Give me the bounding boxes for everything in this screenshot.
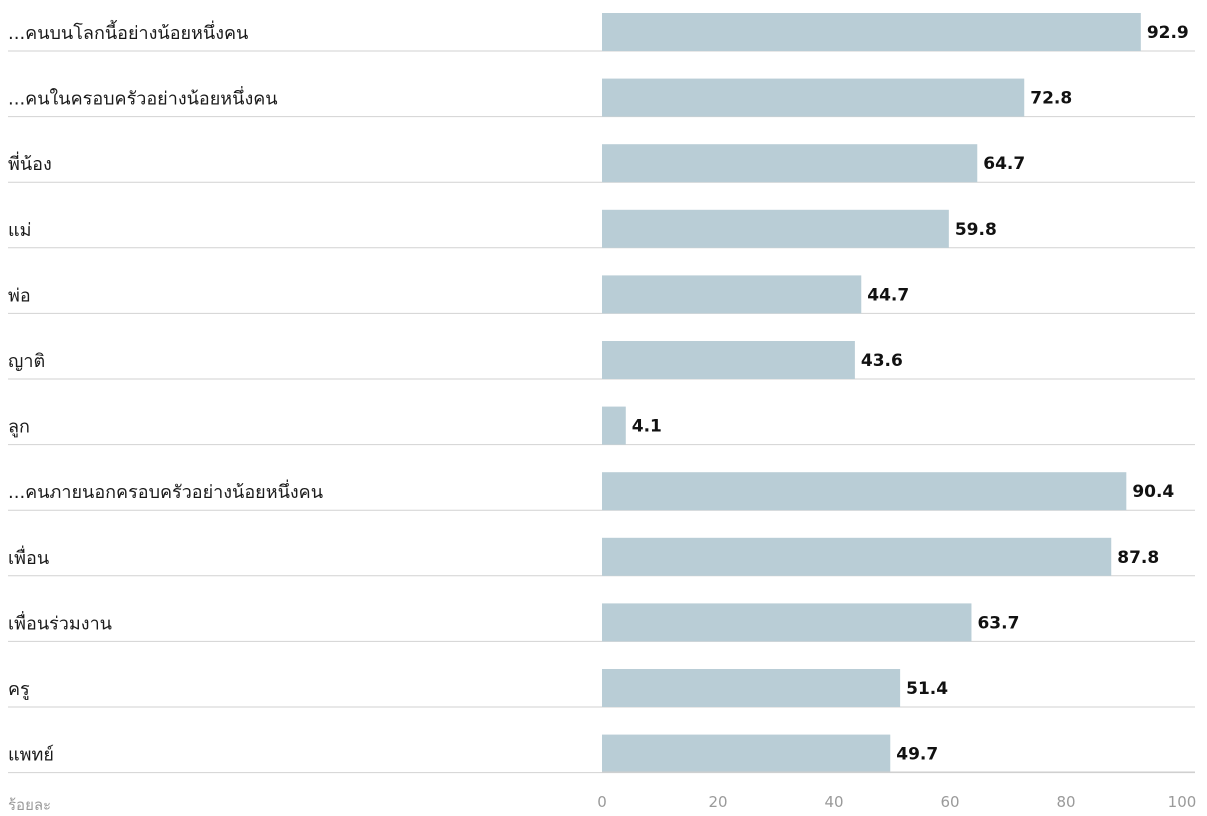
- bar-row: ญาติ 43.6: [8, 341, 1195, 380]
- x-tick-label: 0: [597, 793, 607, 811]
- category-label: เพื่อน: [8, 545, 49, 569]
- x-tick-label: 60: [940, 793, 959, 811]
- bar: [602, 669, 901, 707]
- bar: [602, 209, 949, 248]
- value-label: 72.8: [1030, 89, 1072, 109]
- chart-rows: ...คนบนโลกนี้อย่างน้อยหนึ่งคน 92.9 ...คนใน…: [8, 13, 1195, 774]
- x-axis-unit-label: ร้อยละ: [8, 796, 51, 814]
- bar: [602, 341, 855, 379]
- bar-row: พ่อ 44.7: [8, 275, 1195, 314]
- category-label: แม่: [8, 220, 31, 241]
- bar-row: ครู 51.4: [8, 669, 1195, 708]
- bar-row: เพื่อนร่วมงาน 63.7: [8, 603, 1195, 642]
- bar-row: แม่ 59.8: [8, 209, 1195, 249]
- bar: [602, 406, 626, 445]
- value-label: 64.7: [983, 154, 1025, 174]
- category-label: ...คนในครอบครัวอย่างน้อยหนึ่งคน: [8, 86, 278, 110]
- value-label: 63.7: [977, 613, 1019, 633]
- category-label: ครู: [8, 679, 30, 700]
- value-label: 92.9: [1147, 23, 1189, 43]
- value-label: 90.4: [1132, 482, 1174, 502]
- bar-row: เพื่อน 87.8: [8, 537, 1195, 577]
- category-label: เพื่อนร่วมงาน: [8, 610, 112, 634]
- bar: [602, 472, 1127, 511]
- bar: [602, 13, 1141, 51]
- value-label: 43.6: [861, 351, 903, 371]
- x-axis-ticks: 0 20 40 60 80 100: [597, 793, 1196, 811]
- bar: [602, 275, 862, 314]
- bar-row: ...คนในครอบครัวอย่างน้อยหนึ่งคน 72.8: [8, 78, 1195, 118]
- bar-row: ลูก 4.1: [8, 406, 1195, 446]
- bar: [602, 734, 891, 773]
- x-tick-label: 100: [1168, 793, 1197, 811]
- bar: [602, 537, 1112, 576]
- value-label: 4.1: [632, 417, 662, 437]
- bar-row: พี่น้อง 64.7: [8, 144, 1195, 183]
- category-label: พี่น้อง: [8, 151, 52, 175]
- bar: [602, 144, 978, 183]
- value-label: 59.8: [955, 220, 997, 240]
- value-label: 87.8: [1117, 548, 1159, 568]
- value-label: 44.7: [867, 285, 909, 305]
- bar-row: ...คนบนโลกนี้อย่างน้อยหนึ่งคน 92.9: [8, 13, 1195, 52]
- value-label: 49.7: [896, 745, 938, 765]
- bar-row: แพทย์ 49.7: [8, 734, 1195, 774]
- category-label: ...คนภายนอกครอบครัวอย่างน้อยหนึ่งคน: [8, 479, 323, 503]
- category-label: พ่อ: [8, 285, 31, 306]
- category-label: แพทย์: [8, 745, 54, 766]
- x-tick-label: 80: [1056, 793, 1075, 811]
- category-label: ญาติ: [8, 351, 45, 372]
- bar-row: ...คนภายนอกครอบครัวอย่างน้อยหนึ่งคน 90.4: [8, 472, 1195, 511]
- x-tick-label: 20: [708, 793, 727, 811]
- value-label: 51.4: [906, 679, 948, 699]
- category-label: ...คนบนโลกนี้อย่างน้อยหนึ่งคน: [8, 20, 248, 44]
- category-label: ลูก: [8, 417, 30, 438]
- bar: [602, 78, 1025, 117]
- bar: [602, 603, 972, 642]
- x-tick-label: 40: [824, 793, 843, 811]
